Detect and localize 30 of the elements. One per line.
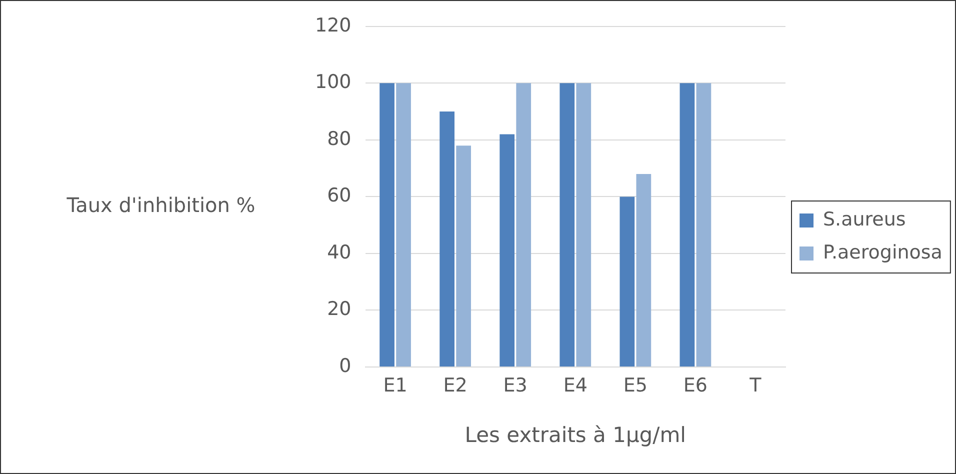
x-tick-label: E6 — [683, 374, 708, 396]
x-tick-label: T — [748, 374, 762, 396]
bar — [560, 83, 575, 366]
bar — [456, 146, 471, 366]
legend-label: P.aeroginosa — [823, 241, 942, 264]
x-tick-label: E5 — [623, 374, 648, 396]
y-axis-title: Taux d'inhibition % — [66, 192, 256, 217]
bar — [636, 174, 652, 366]
x-tick-label: E1 — [383, 374, 408, 396]
x-tick-label: E4 — [563, 374, 588, 396]
bar — [696, 83, 712, 366]
y-tick-label: 120 — [315, 14, 352, 36]
y-tick-label: 80 — [327, 128, 352, 150]
bar — [680, 83, 695, 366]
x-tick-label: E2 — [443, 374, 468, 396]
bar — [380, 83, 394, 366]
y-tick-label: 20 — [327, 298, 352, 320]
bar — [516, 83, 532, 366]
x-tick-label: E3 — [503, 374, 528, 396]
bar — [396, 83, 411, 366]
bar — [500, 134, 515, 366]
bar — [440, 112, 454, 366]
y-tick-label: 0 — [339, 354, 352, 377]
x-axis-title: Les extraits à 1µg/ml — [464, 422, 686, 447]
y-tick-label: 100 — [315, 71, 352, 94]
bar — [576, 83, 592, 366]
bar — [620, 196, 635, 366]
y-tick-label: 40 — [327, 241, 352, 264]
legend-label: S.aureus — [823, 208, 906, 230]
y-tick-label: 60 — [327, 184, 352, 207]
